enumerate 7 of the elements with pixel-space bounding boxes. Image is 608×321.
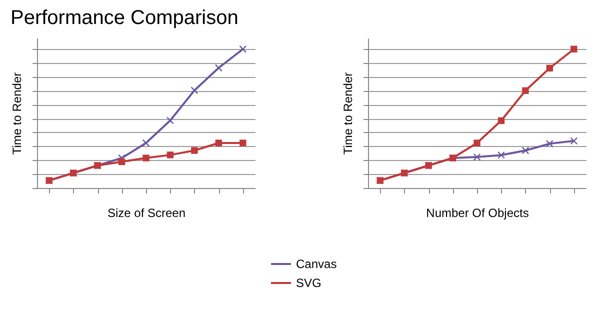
y-axis-title: Time to Render: [10, 72, 24, 155]
legend-label: SVG: [296, 276, 322, 290]
x-axis-title: Number Of Objects: [426, 206, 529, 220]
x-axis-title: Size of Screen: [107, 206, 186, 220]
legend-label: Canvas: [296, 257, 337, 271]
y-axis-title: Time to Render: [341, 72, 355, 155]
chart-title: Performance Comparison: [10, 7, 238, 29]
